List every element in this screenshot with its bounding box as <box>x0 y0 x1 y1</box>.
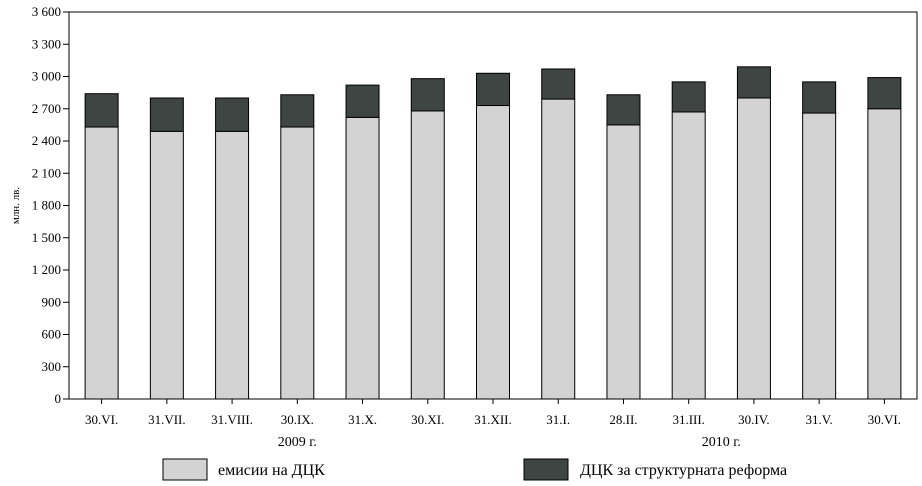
legend-label: ДЦК за структурната реформа <box>580 462 787 479</box>
y-tick-label: 2 100 <box>32 165 61 180</box>
y-axis: 0 300 600 900 1 200 1 500 1 800 2 100 2 400 2 700… <box>32 4 69 406</box>
bar-segment-structural-reform <box>410 78 445 112</box>
bar-segment-emissions <box>606 124 641 400</box>
x-tick-label: 31.V. <box>806 412 833 427</box>
bar-segment-structural-reform <box>671 81 706 113</box>
year-label: 2009 г. <box>278 435 317 450</box>
bar-segment-emissions <box>541 98 576 400</box>
legend: емисии на ДЦК ДЦК за структурната реформа <box>162 458 787 481</box>
x-tick-label: 30.IV. <box>738 412 770 427</box>
bar-segment-structural-reform <box>476 72 510 107</box>
bar-segment-structural-reform <box>84 93 119 128</box>
legend-swatch <box>523 458 569 481</box>
x-tick-label: 28.II. <box>609 412 637 427</box>
bar-segment-structural-reform <box>215 97 250 132</box>
y-tick-label: 3 600 <box>32 4 61 19</box>
y-tick-label: 3 300 <box>32 36 61 51</box>
bar-segment-structural-reform <box>606 94 641 126</box>
bar-segment-structural-reform <box>280 94 315 128</box>
legend-swatch <box>162 458 208 481</box>
bar-segment-structural-reform <box>867 77 902 110</box>
x-tick-label: 31.XII. <box>474 412 512 427</box>
bar-segment-emissions <box>280 126 315 400</box>
y-tick-label: 1 200 <box>32 262 61 277</box>
x-tick-label: 31.X. <box>348 412 377 427</box>
bar-segment-emissions <box>671 111 706 400</box>
x-tick-label: 30.VI. <box>85 412 118 427</box>
y-axis-label: млн. лв. <box>10 187 22 225</box>
y-tick-label: 900 <box>42 294 62 309</box>
y-tick-label: 3 000 <box>32 69 61 84</box>
legend-label: емисии на ДЦК <box>218 462 325 479</box>
bar-segment-emissions <box>867 108 902 400</box>
bar-segment-emissions <box>736 97 771 400</box>
y-tick-label: 2 400 <box>32 133 61 148</box>
bar-segment-emissions <box>149 130 184 400</box>
x-tick-label: 30.VI. <box>868 412 901 427</box>
bar-segment-structural-reform <box>802 81 837 114</box>
x-tick-label: 31.III. <box>672 412 705 427</box>
y-tick-label: 0 <box>55 391 62 406</box>
bar-segment-structural-reform <box>541 68 576 100</box>
x-tick-label: 31.VII. <box>148 412 186 427</box>
x-tick-label: 31.I. <box>546 412 570 427</box>
year-label: 2010 г. <box>702 435 741 450</box>
x-tick-label: 31.VIII. <box>211 412 253 427</box>
bar-segment-emissions <box>84 126 119 400</box>
bar-segment-emissions <box>802 112 837 400</box>
y-tick-label: 2 700 <box>32 101 61 116</box>
bar-segment-emissions <box>476 105 510 400</box>
x-axis: 30.VI. 31.VII. 31.VIII. 30.IX. 31.X. 30.XI. 31… <box>85 399 901 427</box>
y-tick-label: 300 <box>42 359 62 374</box>
bar-segment-structural-reform <box>149 97 184 132</box>
bar-segment-emissions <box>410 110 445 400</box>
y-tick-label: 1 500 <box>32 230 61 245</box>
y-tick-label: 600 <box>42 327 62 342</box>
bar-segment-emissions <box>345 116 380 400</box>
x-tick-label: 30.XI. <box>411 412 444 427</box>
y-tick-label: 1 800 <box>32 198 61 213</box>
bar-segment-structural-reform <box>736 66 771 99</box>
bar-segment-emissions <box>215 130 250 400</box>
bars-group <box>84 66 902 400</box>
year-labels: 2009 г. 2010 г. <box>278 435 741 450</box>
x-tick-label: 30.IX. <box>281 412 314 427</box>
bar-segment-structural-reform <box>345 84 380 118</box>
